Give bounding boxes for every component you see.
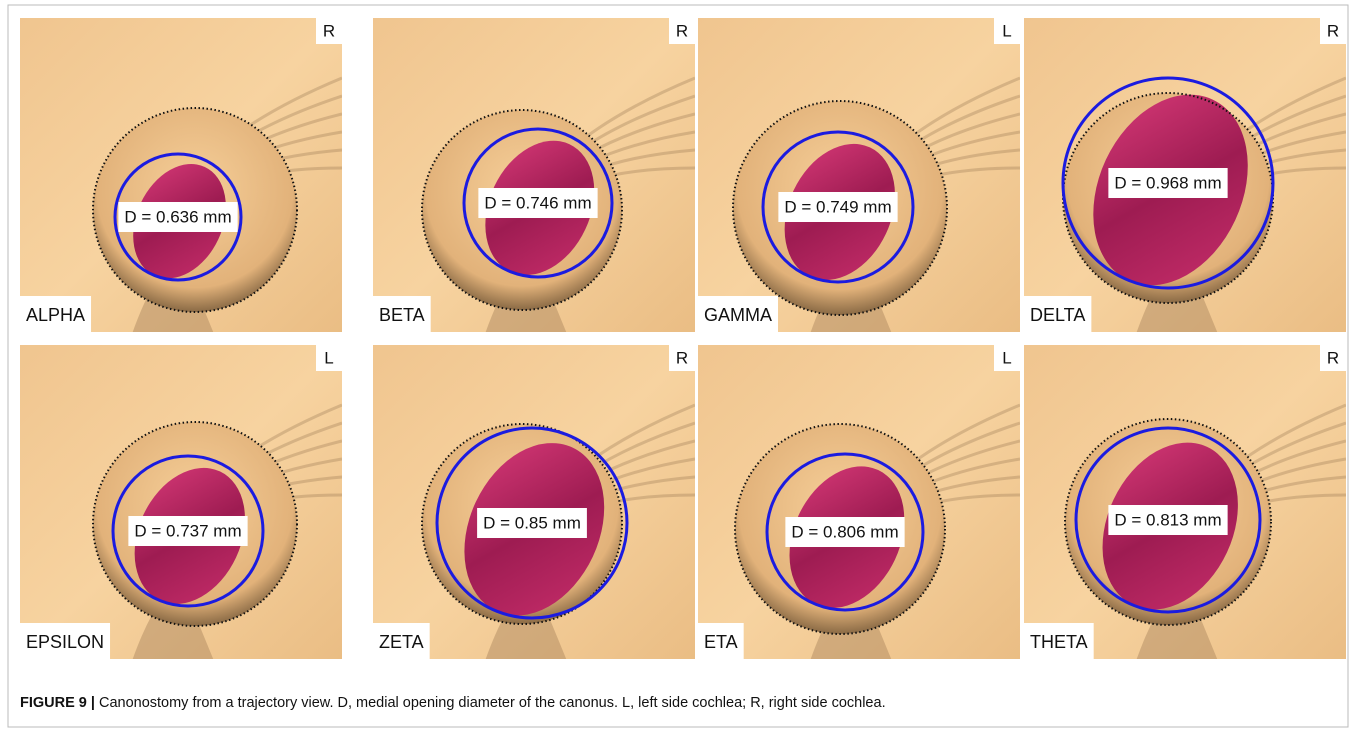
side-label: R: [676, 21, 688, 40]
measure-label: D = 0.737 mm: [134, 521, 241, 540]
panel-name: ALPHA: [26, 305, 85, 325]
panel-name: GAMMA: [704, 305, 772, 325]
figure: D = 0.636 mmALPHARD = 0.746 mmBETARD = 0…: [0, 0, 1357, 734]
measure-label: D = 0.749 mm: [784, 197, 891, 216]
panel-name: THETA: [1030, 632, 1088, 652]
caption: FIGURE 9 |Canonostomy from a trajectory …: [20, 695, 886, 711]
panel-name: BETA: [379, 305, 425, 325]
panel-image: [20, 18, 342, 332]
side-label: R: [1327, 348, 1339, 367]
measure-label: D = 0.806 mm: [791, 522, 898, 541]
side-label: R: [676, 348, 688, 367]
page: {"figure": { "panels": [ {"name": "ALPHA…: [0, 0, 1357, 734]
side-label: L: [1002, 21, 1011, 40]
panel-image: [698, 345, 1020, 659]
panel-image: [698, 18, 1020, 332]
panel-name: DELTA: [1030, 305, 1085, 325]
measure-label: D = 0.968 mm: [1114, 173, 1221, 192]
caption-label: FIGURE 9 |: [20, 695, 95, 711]
panel-name: ETA: [704, 632, 738, 652]
panel: D = 0.813 mm THETA R: [1024, 345, 1346, 659]
panel: D = 0.806 mm ETA L: [698, 345, 1020, 659]
panel: D = 0.746 mm BETA R: [373, 18, 695, 332]
side-label: R: [323, 21, 335, 40]
side-label: L: [324, 348, 333, 367]
panel: D = 0.636 mm ALPHA R: [20, 18, 342, 332]
measure-label: D = 0.746 mm: [484, 193, 591, 212]
side-label: R: [1327, 21, 1339, 40]
side-label: L: [1002, 348, 1011, 367]
panel: D = 0.968 mm DELTA R: [1024, 18, 1346, 332]
panel: D = 0.85 mm ZETA R: [373, 345, 695, 659]
measure-label: D = 0.636 mm: [124, 207, 231, 226]
panel-name: ZETA: [379, 632, 424, 652]
caption-text: Canonostomy from a trajectory view. D, m…: [99, 695, 886, 711]
measure-label: D = 0.85 mm: [483, 513, 581, 532]
panel: D = 0.749 mm GAMMA L: [698, 18, 1020, 332]
panel-image: [20, 345, 342, 659]
panel: D = 0.737 mm EPSILON L: [20, 345, 342, 659]
panel-image: [373, 345, 695, 659]
panel-name: EPSILON: [26, 632, 104, 652]
measure-label: D = 0.813 mm: [1114, 510, 1221, 529]
panel-image: [373, 18, 695, 332]
panel-image: [1024, 345, 1346, 659]
